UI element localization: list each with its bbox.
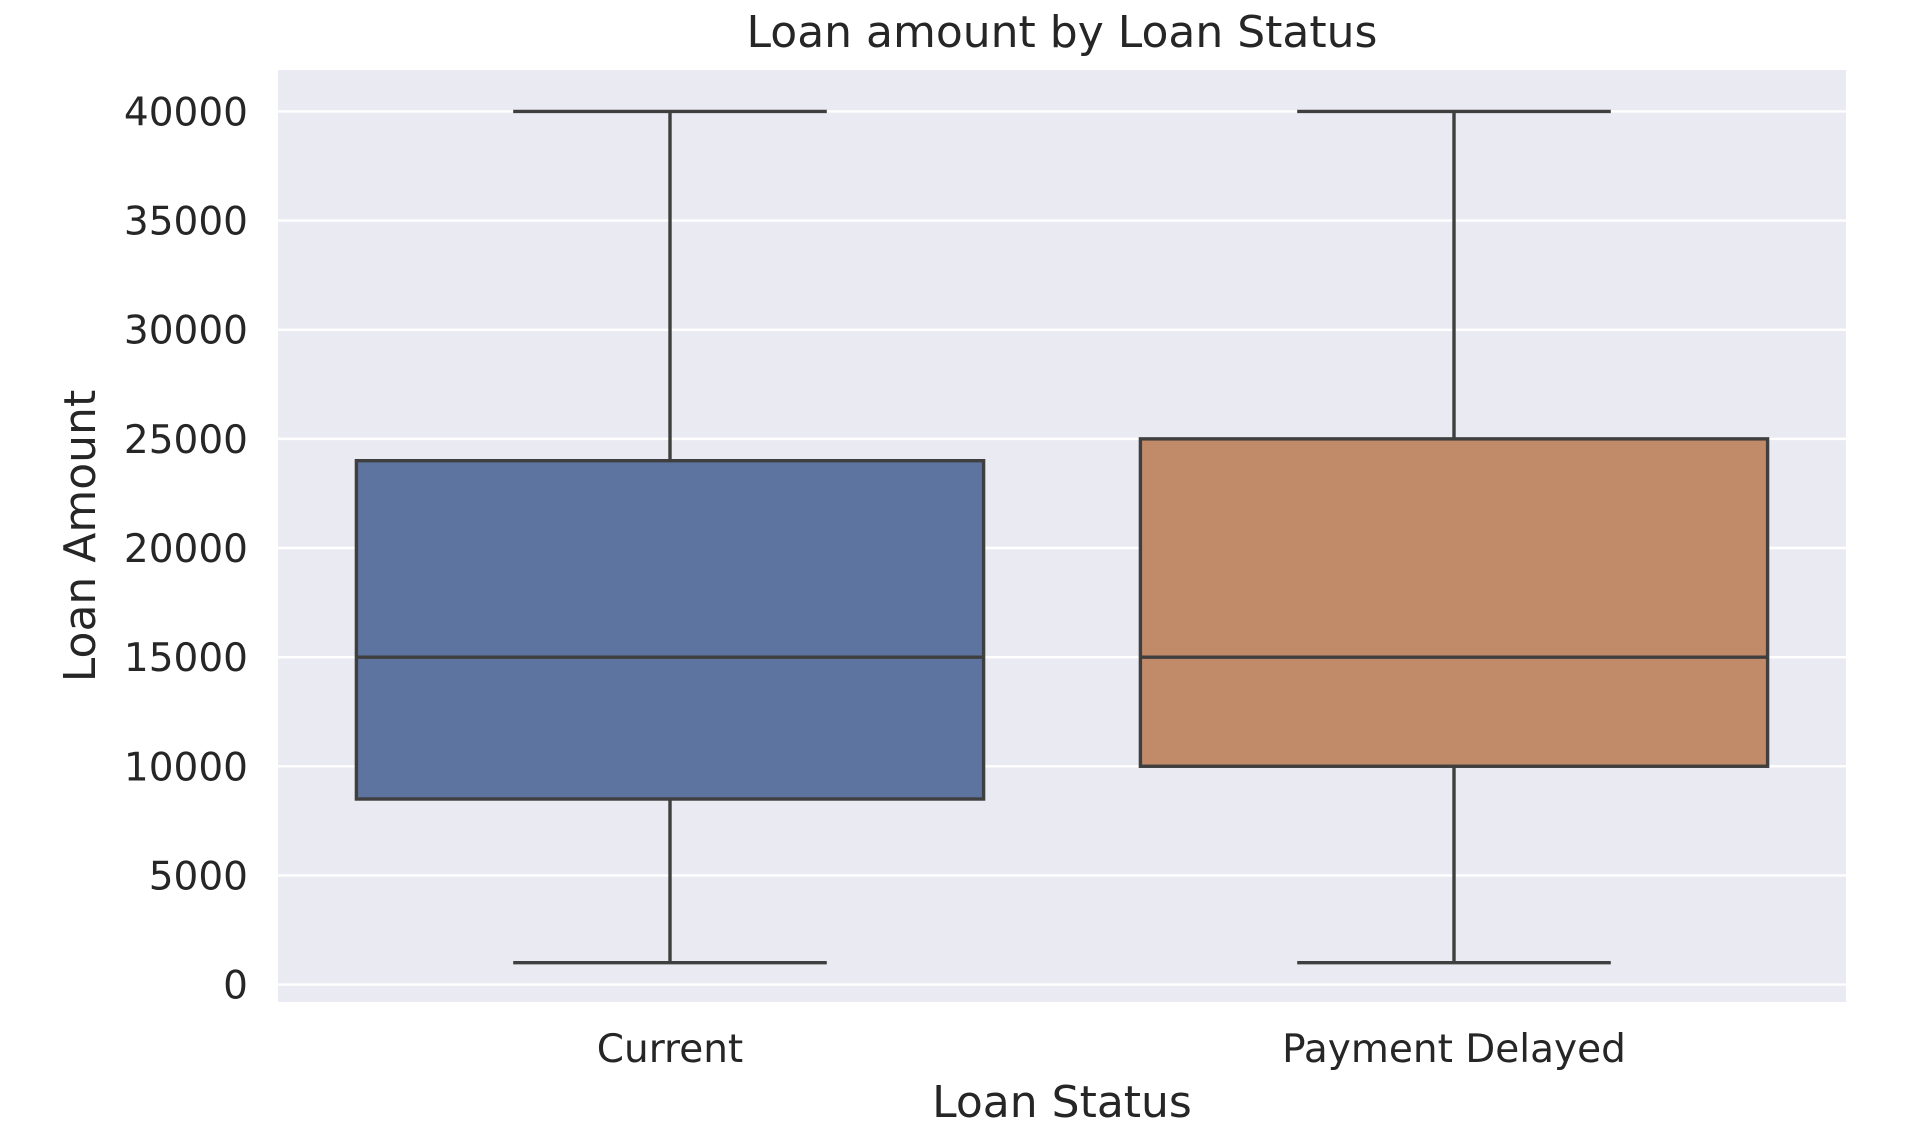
box-current	[354, 109, 986, 965]
box-body	[354, 458, 986, 801]
y-tick-label: 40000	[124, 90, 248, 135]
y-tick-label: 35000	[124, 200, 248, 245]
boxes-layer	[354, 109, 1770, 965]
box-body	[1138, 437, 1770, 768]
y-tick-label: 15000	[124, 636, 248, 681]
y-tick-label: 25000	[124, 418, 248, 463]
x-tick-labels: Current Payment Delayed	[597, 1027, 1626, 1072]
x-tick-label: Current	[597, 1027, 743, 1072]
y-tick-label: 0	[223, 964, 248, 1009]
y-tick-label: 10000	[124, 745, 248, 790]
y-tick-labels: 0 5000 10000 15000 20000 25000 30000 35000 40000	[124, 90, 248, 1008]
y-axis-label: Loan Amount	[55, 390, 106, 682]
box-payment-delayed	[1138, 109, 1770, 965]
chart-title: Loan amount by Loan Status	[747, 7, 1378, 58]
y-tick-label: 5000	[149, 854, 248, 899]
x-axis-label: Loan Status	[932, 1077, 1192, 1128]
y-tick-label: 20000	[124, 527, 248, 572]
x-tick-label: Payment Delayed	[1282, 1027, 1626, 1072]
y-tick-label: 30000	[124, 309, 248, 354]
